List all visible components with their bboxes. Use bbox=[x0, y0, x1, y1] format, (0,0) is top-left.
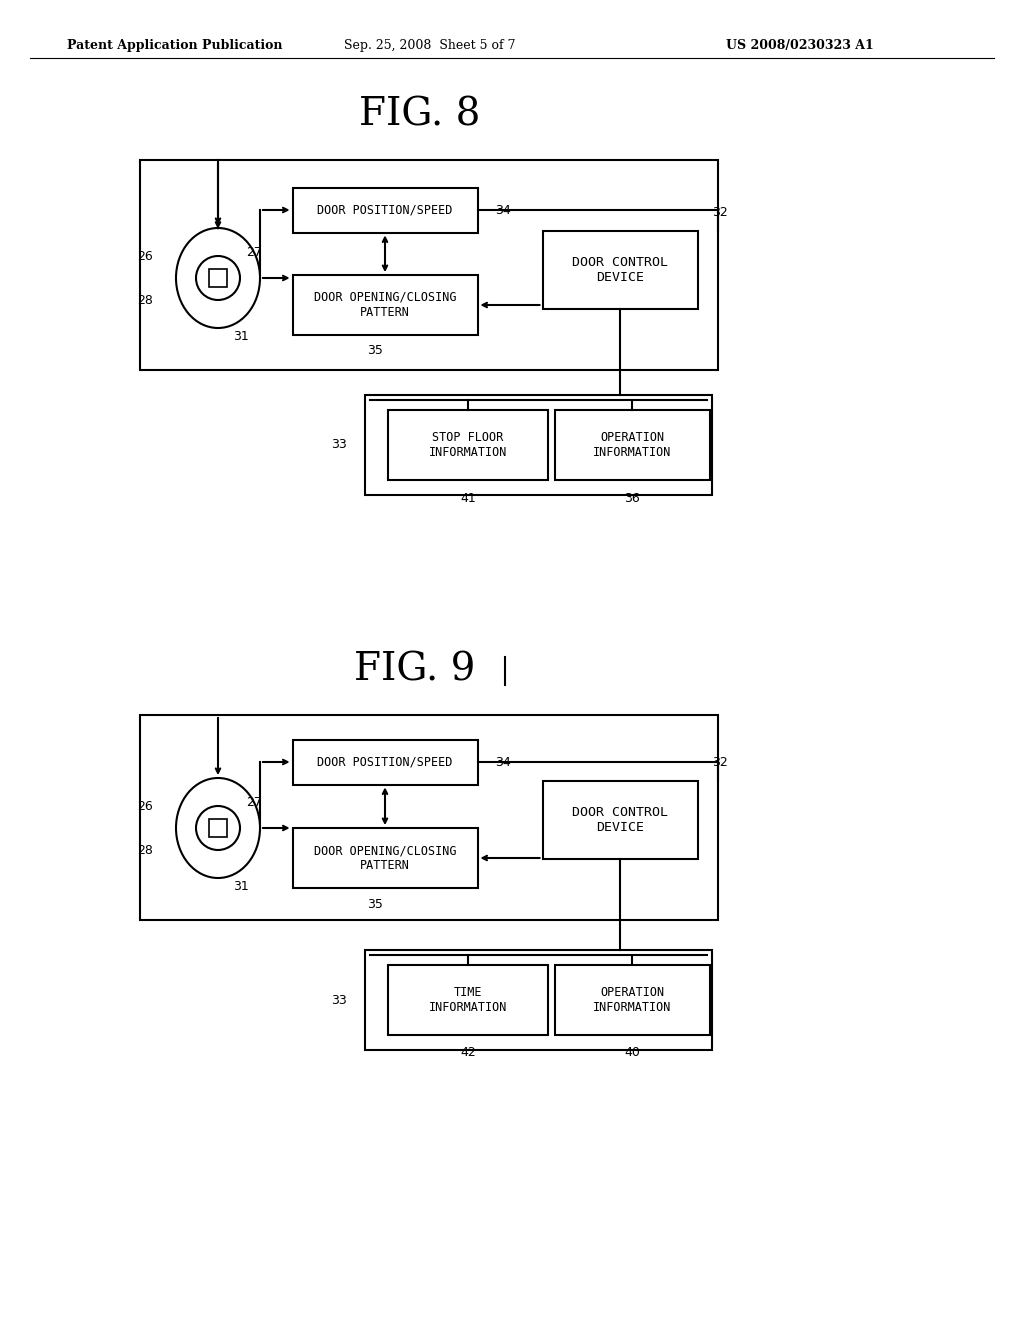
Text: DOOR OPENING/CLOSING
PATTERN: DOOR OPENING/CLOSING PATTERN bbox=[313, 843, 457, 873]
Text: 31: 31 bbox=[233, 879, 249, 892]
Text: DOOR CONTROL
DEVICE: DOOR CONTROL DEVICE bbox=[572, 256, 668, 284]
Bar bbox=[209, 269, 227, 286]
Text: 42: 42 bbox=[460, 1047, 476, 1060]
Bar bbox=[293, 739, 477, 784]
Text: 33: 33 bbox=[331, 994, 347, 1006]
Bar bbox=[293, 828, 477, 888]
Bar bbox=[209, 818, 227, 837]
Bar bbox=[140, 715, 718, 920]
Text: DOOR POSITION/SPEED: DOOR POSITION/SPEED bbox=[317, 203, 453, 216]
Bar bbox=[365, 395, 712, 495]
Bar bbox=[555, 411, 710, 480]
Bar bbox=[293, 275, 477, 335]
Text: 34: 34 bbox=[496, 203, 511, 216]
Ellipse shape bbox=[196, 256, 240, 300]
Text: 36: 36 bbox=[624, 491, 640, 504]
Text: FIG. 8: FIG. 8 bbox=[359, 96, 480, 133]
Ellipse shape bbox=[196, 807, 240, 850]
Text: 32: 32 bbox=[713, 756, 728, 770]
Ellipse shape bbox=[176, 777, 260, 878]
Text: DOOR OPENING/CLOSING
PATTERN: DOOR OPENING/CLOSING PATTERN bbox=[313, 290, 457, 319]
Bar bbox=[293, 187, 477, 232]
Text: DOOR CONTROL
DEVICE: DOOR CONTROL DEVICE bbox=[572, 807, 668, 834]
Bar bbox=[555, 965, 710, 1035]
Bar bbox=[388, 411, 548, 480]
Bar bbox=[543, 231, 697, 309]
Text: DOOR POSITION/SPEED: DOOR POSITION/SPEED bbox=[317, 755, 453, 768]
Text: 41: 41 bbox=[460, 491, 476, 504]
Bar bbox=[365, 950, 712, 1049]
Text: FIG. 9: FIG. 9 bbox=[354, 652, 476, 689]
Text: 28: 28 bbox=[137, 293, 153, 306]
Text: 34: 34 bbox=[496, 755, 511, 768]
Text: OPERATION
INFORMATION: OPERATION INFORMATION bbox=[593, 432, 671, 459]
Text: 26: 26 bbox=[137, 249, 153, 263]
Ellipse shape bbox=[176, 228, 260, 327]
Text: 35: 35 bbox=[367, 345, 383, 358]
Text: US 2008/0230323 A1: US 2008/0230323 A1 bbox=[726, 38, 873, 51]
Text: 31: 31 bbox=[233, 330, 249, 342]
Text: 28: 28 bbox=[137, 843, 153, 857]
Text: TIME
INFORMATION: TIME INFORMATION bbox=[429, 986, 507, 1014]
Text: STOP FLOOR
INFORMATION: STOP FLOOR INFORMATION bbox=[429, 432, 507, 459]
Text: 35: 35 bbox=[367, 898, 383, 911]
Text: 33: 33 bbox=[331, 438, 347, 451]
Text: OPERATION
INFORMATION: OPERATION INFORMATION bbox=[593, 986, 671, 1014]
Text: 26: 26 bbox=[137, 800, 153, 813]
Text: 32: 32 bbox=[713, 206, 728, 219]
Bar bbox=[543, 781, 697, 859]
Text: 40: 40 bbox=[624, 1047, 640, 1060]
Text: Patent Application Publication: Patent Application Publication bbox=[68, 38, 283, 51]
Text: Sep. 25, 2008  Sheet 5 of 7: Sep. 25, 2008 Sheet 5 of 7 bbox=[344, 38, 516, 51]
Text: 27: 27 bbox=[246, 796, 262, 809]
Bar bbox=[388, 965, 548, 1035]
Text: 27: 27 bbox=[246, 247, 262, 260]
Bar bbox=[140, 160, 718, 370]
